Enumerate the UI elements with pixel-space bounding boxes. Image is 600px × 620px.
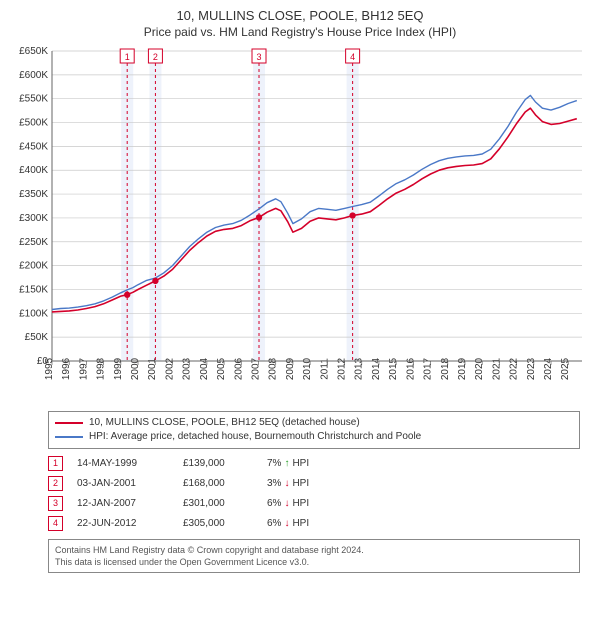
legend-label: 10, MULLINS CLOSE, POOLE, BH12 5EQ (deta… bbox=[89, 416, 360, 430]
event-date: 12-JAN-2007 bbox=[77, 498, 169, 509]
svg-text:£450K: £450K bbox=[19, 141, 48, 152]
event-date: 14-MAY-1999 bbox=[77, 458, 169, 469]
svg-text:£50K: £50K bbox=[25, 332, 49, 343]
event-date: 03-JAN-2001 bbox=[77, 478, 169, 489]
chart-title-address: 10, MULLINS CLOSE, POOLE, BH12 5EQ bbox=[8, 8, 592, 23]
event-marker: 1 bbox=[48, 456, 63, 471]
legend-swatch bbox=[55, 436, 83, 438]
arrow-up-icon: ↑ bbox=[284, 458, 289, 469]
event-date: 22-JUN-2012 bbox=[77, 518, 169, 529]
footer-line-1: Contains HM Land Registry data © Crown c… bbox=[55, 544, 573, 556]
event-price: £139,000 bbox=[183, 458, 253, 469]
events-table: 1 14-MAY-1999 £139,000 7%↑HPI 2 03-JAN-2001 £1… bbox=[48, 453, 580, 533]
svg-text:£350K: £350K bbox=[19, 189, 48, 200]
svg-text:£550K: £550K bbox=[19, 94, 48, 105]
svg-text:2: 2 bbox=[153, 52, 158, 62]
event-row: 4 22-JUN-2012 £305,000 6%↓HPI bbox=[48, 513, 580, 533]
svg-text:£200K: £200K bbox=[19, 261, 48, 272]
svg-text:£150K: £150K bbox=[19, 284, 48, 295]
svg-text:£100K: £100K bbox=[19, 308, 48, 319]
svg-text:£650K: £650K bbox=[19, 46, 48, 57]
arrow-down-icon: ↓ bbox=[284, 478, 289, 489]
legend-swatch bbox=[55, 422, 83, 424]
svg-text:£300K: £300K bbox=[19, 213, 48, 224]
legend: 10, MULLINS CLOSE, POOLE, BH12 5EQ (deta… bbox=[48, 411, 580, 449]
event-marker: 4 bbox=[48, 516, 63, 531]
event-hpi: 6%↓HPI bbox=[267, 498, 347, 509]
svg-text:£400K: £400K bbox=[19, 165, 48, 176]
event-price: £305,000 bbox=[183, 518, 253, 529]
event-hpi: 7%↑HPI bbox=[267, 458, 347, 469]
svg-text:3: 3 bbox=[257, 52, 262, 62]
legend-label: HPI: Average price, detached house, Bour… bbox=[89, 430, 421, 444]
event-hpi: 6%↓HPI bbox=[267, 518, 347, 529]
chart-subtitle: Price paid vs. HM Land Registry's House … bbox=[8, 25, 592, 39]
event-row: 1 14-MAY-1999 £139,000 7%↑HPI bbox=[48, 453, 580, 473]
attribution-footer: Contains HM Land Registry data © Crown c… bbox=[48, 539, 580, 573]
footer-line-2: This data is licensed under the Open Gov… bbox=[55, 556, 573, 568]
event-row: 3 12-JAN-2007 £301,000 6%↓HPI bbox=[48, 493, 580, 513]
event-row: 2 03-JAN-2001 £168,000 3%↓HPI bbox=[48, 473, 580, 493]
legend-item: 10, MULLINS CLOSE, POOLE, BH12 5EQ (deta… bbox=[55, 416, 573, 430]
chart-container: £0£50K£100K£150K£200K£250K£300K£350K£400… bbox=[8, 45, 592, 405]
svg-text:£600K: £600K bbox=[19, 70, 48, 81]
arrow-down-icon: ↓ bbox=[284, 498, 289, 509]
arrow-down-icon: ↓ bbox=[284, 518, 289, 529]
event-hpi: 3%↓HPI bbox=[267, 478, 347, 489]
svg-text:1: 1 bbox=[125, 52, 130, 62]
svg-text:£250K: £250K bbox=[19, 237, 48, 248]
svg-text:£500K: £500K bbox=[19, 118, 48, 129]
price-chart: £0£50K£100K£150K£200K£250K£300K£350K£400… bbox=[8, 45, 592, 403]
event-price: £301,000 bbox=[183, 498, 253, 509]
event-marker: 2 bbox=[48, 476, 63, 491]
legend-item: HPI: Average price, detached house, Bour… bbox=[55, 430, 573, 444]
event-price: £168,000 bbox=[183, 478, 253, 489]
svg-text:4: 4 bbox=[350, 52, 355, 62]
event-marker: 3 bbox=[48, 496, 63, 511]
